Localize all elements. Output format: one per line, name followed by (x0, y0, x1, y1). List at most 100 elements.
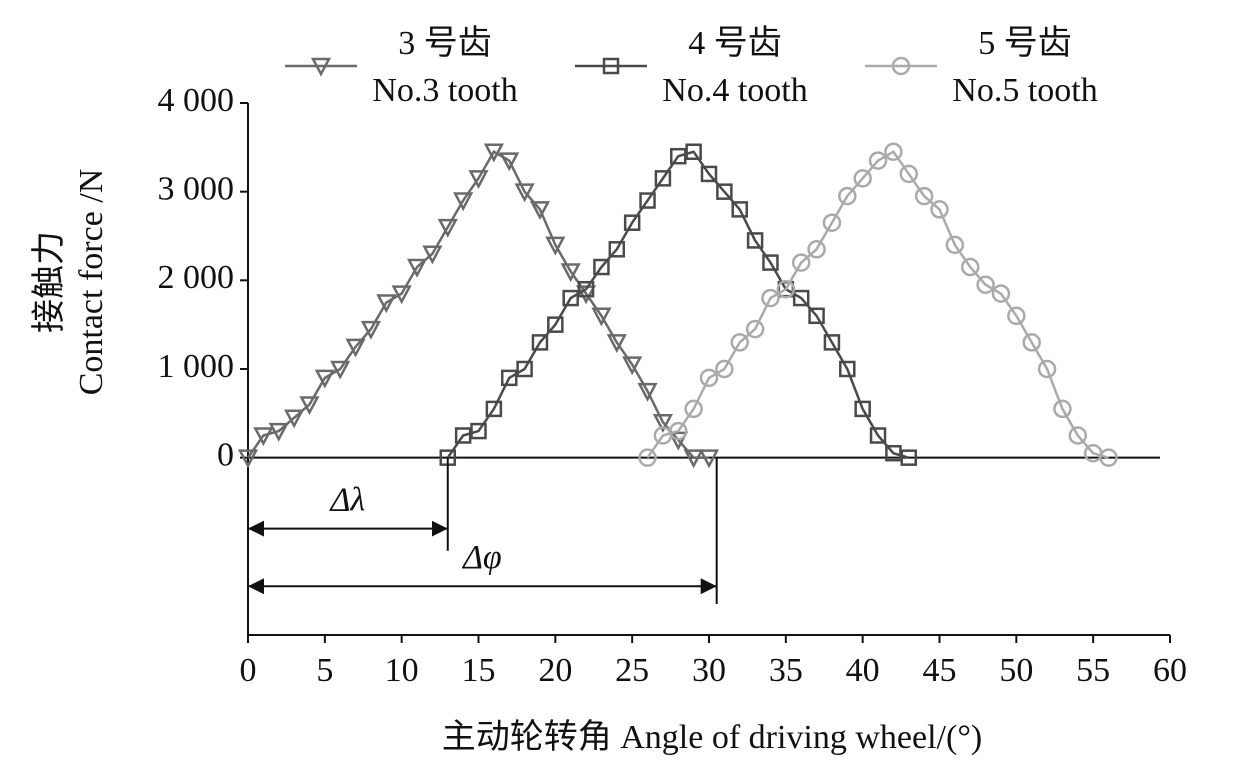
marker (468, 170, 489, 190)
marker (730, 333, 749, 352)
marker (593, 258, 610, 276)
marker (575, 285, 597, 305)
marker (731, 201, 748, 218)
marker (808, 307, 825, 325)
marker (330, 360, 351, 380)
marker (1099, 448, 1118, 467)
marker (823, 334, 841, 351)
legend-label-en: No.5 tooth (952, 72, 1097, 109)
marker (683, 449, 704, 469)
y-axis-label-en: Contact force /N (73, 169, 110, 396)
x-tick-label: 40 (846, 652, 880, 689)
marker (685, 143, 702, 161)
marker (869, 427, 887, 444)
marker (776, 279, 796, 299)
y-axis-label: 接触力 (30, 231, 68, 333)
marker (237, 449, 259, 469)
marker (698, 449, 720, 469)
marker (884, 142, 903, 162)
marker (545, 236, 566, 256)
marker (914, 186, 934, 206)
marker (500, 369, 518, 387)
annotation-label: Δλ (329, 481, 366, 518)
marker (268, 422, 289, 442)
marker (885, 444, 902, 462)
marker (284, 409, 305, 429)
marker (839, 360, 856, 378)
marker (376, 294, 397, 314)
marker (422, 245, 443, 265)
marker (638, 448, 657, 467)
x-tick-label: 35 (769, 652, 803, 689)
marker (716, 183, 733, 200)
marker (991, 284, 1011, 303)
y-tick-label: 0 (217, 436, 234, 473)
annotation-label: Δφ (461, 539, 502, 576)
legend-marker (891, 56, 911, 76)
marker (623, 214, 641, 231)
x-tick-label: 0 (240, 652, 257, 689)
marker (976, 275, 995, 295)
marker (577, 280, 595, 298)
marker (652, 413, 673, 433)
marker (514, 183, 535, 203)
marker (670, 147, 687, 165)
marker (499, 152, 520, 172)
legend-label-en: No.4 tooth (662, 72, 807, 109)
marker (391, 285, 412, 305)
marker (608, 241, 626, 258)
marker (253, 427, 274, 447)
x-axis-label: 主动轮转角 Angle of driving wheel/(°) (442, 718, 983, 756)
series-line (246, 150, 709, 459)
marker (560, 263, 581, 283)
marker (606, 334, 627, 354)
legend-label-en: No.3 tooth (372, 72, 517, 109)
marker (761, 288, 780, 308)
marker (1022, 333, 1041, 352)
marker (483, 143, 504, 163)
marker (1007, 306, 1026, 326)
marker (838, 186, 857, 206)
legend-marker (602, 57, 620, 75)
marker (453, 192, 474, 212)
marker (900, 449, 918, 466)
marker (960, 257, 980, 277)
marker (822, 213, 842, 232)
marker (945, 235, 965, 255)
marker (854, 400, 871, 418)
marker (529, 201, 551, 221)
marker (591, 307, 612, 327)
marker (516, 360, 533, 378)
marker (654, 170, 672, 187)
y-tick-label: 2 000 (158, 259, 235, 296)
marker (314, 369, 335, 389)
marker (622, 356, 643, 376)
marker (668, 431, 689, 451)
marker (639, 192, 656, 209)
legend-marker (310, 57, 332, 77)
x-tick-label: 5 (316, 652, 333, 689)
marker (745, 319, 765, 339)
legend-label: 3 号齿 (398, 25, 492, 62)
x-tick-label: 60 (1153, 652, 1187, 689)
x-tick-label: 10 (385, 652, 419, 689)
x-tick-label: 45 (923, 652, 957, 689)
marker (930, 200, 949, 219)
legend-label: 4 号齿 (688, 25, 782, 62)
y-tick-label: 1 000 (158, 348, 235, 385)
x-tick-label: 30 (692, 652, 726, 689)
marker (762, 254, 779, 271)
x-tick-label: 20 (538, 652, 572, 689)
marker (299, 396, 320, 416)
marker (485, 400, 503, 418)
marker (345, 338, 366, 358)
x-tick-label: 50 (999, 652, 1033, 689)
legend-label: 5 号齿 (978, 25, 1072, 62)
marker (454, 427, 472, 444)
marker (669, 421, 688, 441)
marker (853, 169, 872, 188)
x-tick-label: 15 (462, 652, 496, 689)
y-axis-label-group: 接触力 Contact force /N (30, 169, 110, 396)
marker (792, 289, 810, 307)
marker (360, 320, 382, 340)
